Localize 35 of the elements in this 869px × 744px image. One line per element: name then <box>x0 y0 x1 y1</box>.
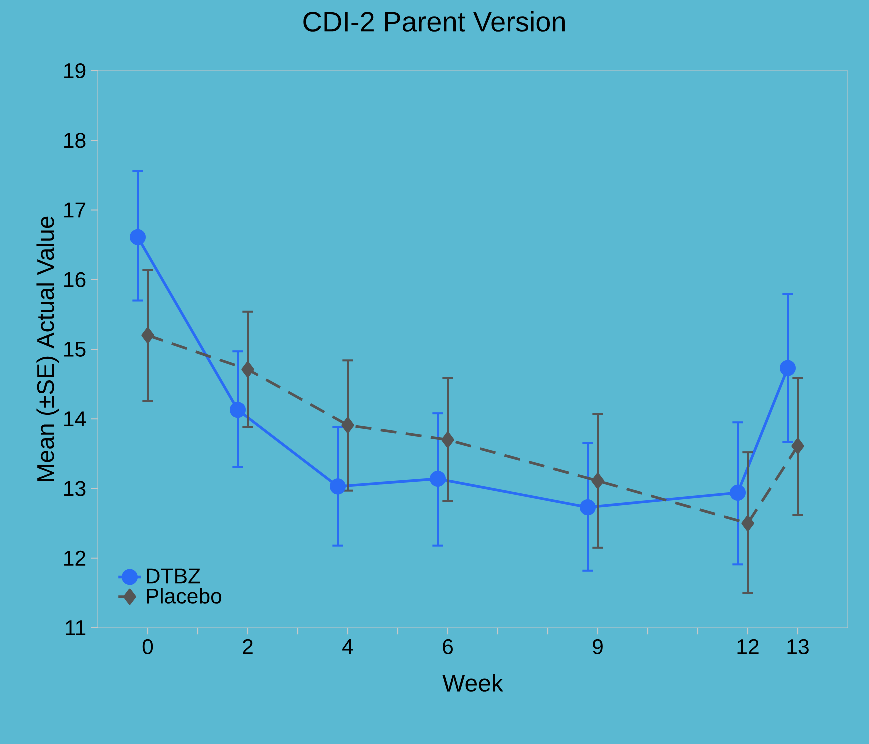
point <box>242 362 254 378</box>
point <box>580 500 596 516</box>
point <box>792 438 804 454</box>
legend-label: Placebo <box>147 588 222 604</box>
x-tick-label: 4 <box>342 639 354 654</box>
x-tick-label: 6 <box>443 639 453 654</box>
point <box>230 402 246 418</box>
point <box>442 432 454 448</box>
point <box>130 229 146 246</box>
x-axis-title: Week <box>442 674 504 692</box>
y-tick-label: 17 <box>64 202 86 218</box>
y-tick-label: 13 <box>64 481 86 496</box>
point <box>342 417 354 434</box>
y-tick-label: 16 <box>64 272 86 288</box>
point <box>730 484 746 501</box>
x-tick-label: 13 <box>788 639 809 654</box>
y-tick-label: 18 <box>64 133 86 148</box>
y-tick-label: 14 <box>64 412 86 426</box>
x-tick-label: 12 <box>738 639 759 654</box>
y-tick-label: 12 <box>64 550 86 566</box>
point <box>330 478 346 495</box>
x-tick-label: 0 <box>142 639 154 654</box>
point <box>592 473 604 490</box>
x-tick-label: 2 <box>243 639 253 654</box>
legend-label: DTBZ <box>147 568 200 584</box>
point <box>742 516 754 532</box>
x-tick-label: 9 <box>593 639 603 654</box>
y-tick-label: 11 <box>66 620 86 636</box>
y-tick-label: 15 <box>64 342 86 357</box>
point <box>780 360 796 376</box>
chart-title: CDI-2 Parent Version <box>304 11 565 32</box>
point <box>142 328 154 344</box>
y-axis-title: Mean (±SE) Actual Value <box>36 216 60 482</box>
y-tick-label: 19 <box>64 63 86 79</box>
point <box>430 471 446 488</box>
